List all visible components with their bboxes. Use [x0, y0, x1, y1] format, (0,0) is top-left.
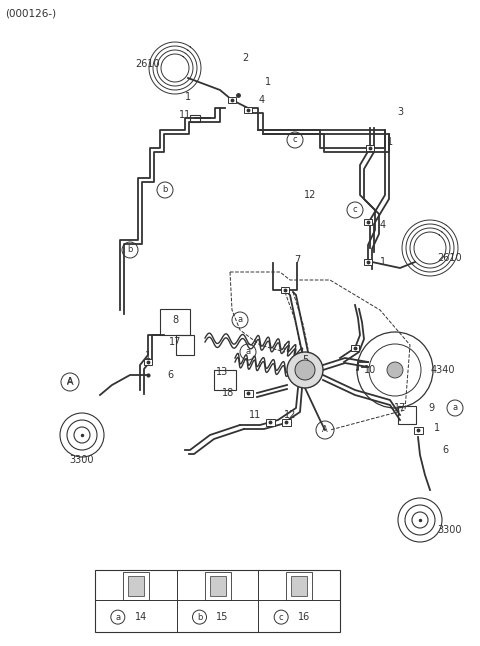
Text: A: A: [67, 377, 73, 386]
Bar: [95, 570, 340, 632]
Text: 12: 12: [284, 410, 296, 420]
Text: 2: 2: [242, 53, 248, 63]
Text: c: c: [279, 612, 284, 621]
Text: 1: 1: [434, 423, 440, 433]
Text: 16: 16: [298, 612, 310, 622]
Text: 7: 7: [294, 255, 300, 265]
Text: b: b: [162, 185, 168, 194]
Text: 14: 14: [135, 612, 147, 622]
Text: 13: 13: [216, 367, 228, 377]
Text: 1: 1: [185, 92, 191, 102]
Text: a: a: [453, 404, 457, 413]
Bar: [228, 97, 236, 103]
Bar: [243, 390, 252, 397]
Text: 5: 5: [302, 355, 308, 365]
Circle shape: [287, 352, 323, 388]
Bar: [128, 576, 144, 596]
Text: 15: 15: [216, 612, 228, 622]
Text: 4: 4: [259, 95, 265, 105]
Text: 6: 6: [442, 445, 448, 455]
Bar: [281, 419, 290, 426]
Text: a: a: [245, 348, 251, 357]
Text: 3: 3: [397, 107, 403, 117]
Bar: [214, 370, 236, 390]
Bar: [190, 114, 200, 121]
Text: 1: 1: [380, 257, 386, 267]
Text: 11: 11: [249, 410, 261, 420]
Bar: [398, 406, 416, 424]
Text: 11: 11: [179, 110, 191, 120]
Text: 3300: 3300: [438, 525, 462, 535]
Bar: [351, 345, 359, 351]
Text: 8: 8: [172, 315, 178, 325]
Circle shape: [295, 360, 315, 380]
Text: 1: 1: [265, 77, 271, 87]
Text: 17: 17: [394, 403, 406, 413]
Text: b: b: [197, 612, 202, 621]
Text: (000126-): (000126-): [5, 8, 56, 18]
Bar: [265, 419, 275, 426]
Bar: [413, 426, 422, 433]
Text: A: A: [67, 377, 73, 387]
Text: 10: 10: [364, 365, 376, 375]
Bar: [281, 287, 289, 293]
Text: 1: 1: [387, 137, 393, 147]
Bar: [209, 576, 226, 596]
Bar: [123, 572, 149, 600]
Text: 12: 12: [304, 190, 316, 200]
Bar: [286, 572, 312, 600]
Text: 18: 18: [222, 388, 234, 398]
Bar: [364, 219, 372, 225]
Bar: [144, 359, 152, 365]
Text: 3300: 3300: [70, 455, 94, 465]
Text: 4: 4: [380, 220, 386, 230]
Bar: [244, 107, 252, 113]
Text: A: A: [322, 426, 328, 435]
Text: 4340: 4340: [431, 365, 455, 375]
Text: c: c: [293, 136, 297, 145]
Bar: [291, 576, 307, 596]
Text: a: a: [238, 315, 242, 324]
Text: a: a: [115, 612, 120, 621]
Text: b: b: [127, 245, 132, 255]
Bar: [204, 572, 230, 600]
Circle shape: [387, 362, 403, 378]
Text: 2610: 2610: [438, 253, 462, 263]
Bar: [160, 309, 190, 335]
Text: 2610: 2610: [136, 59, 160, 69]
Text: 6: 6: [167, 370, 173, 380]
Bar: [366, 145, 374, 151]
Bar: [176, 335, 194, 355]
Text: 17: 17: [169, 337, 181, 347]
Bar: [364, 259, 372, 265]
Text: 1: 1: [145, 351, 151, 361]
Text: 9: 9: [428, 403, 434, 413]
Text: c: c: [353, 205, 357, 214]
